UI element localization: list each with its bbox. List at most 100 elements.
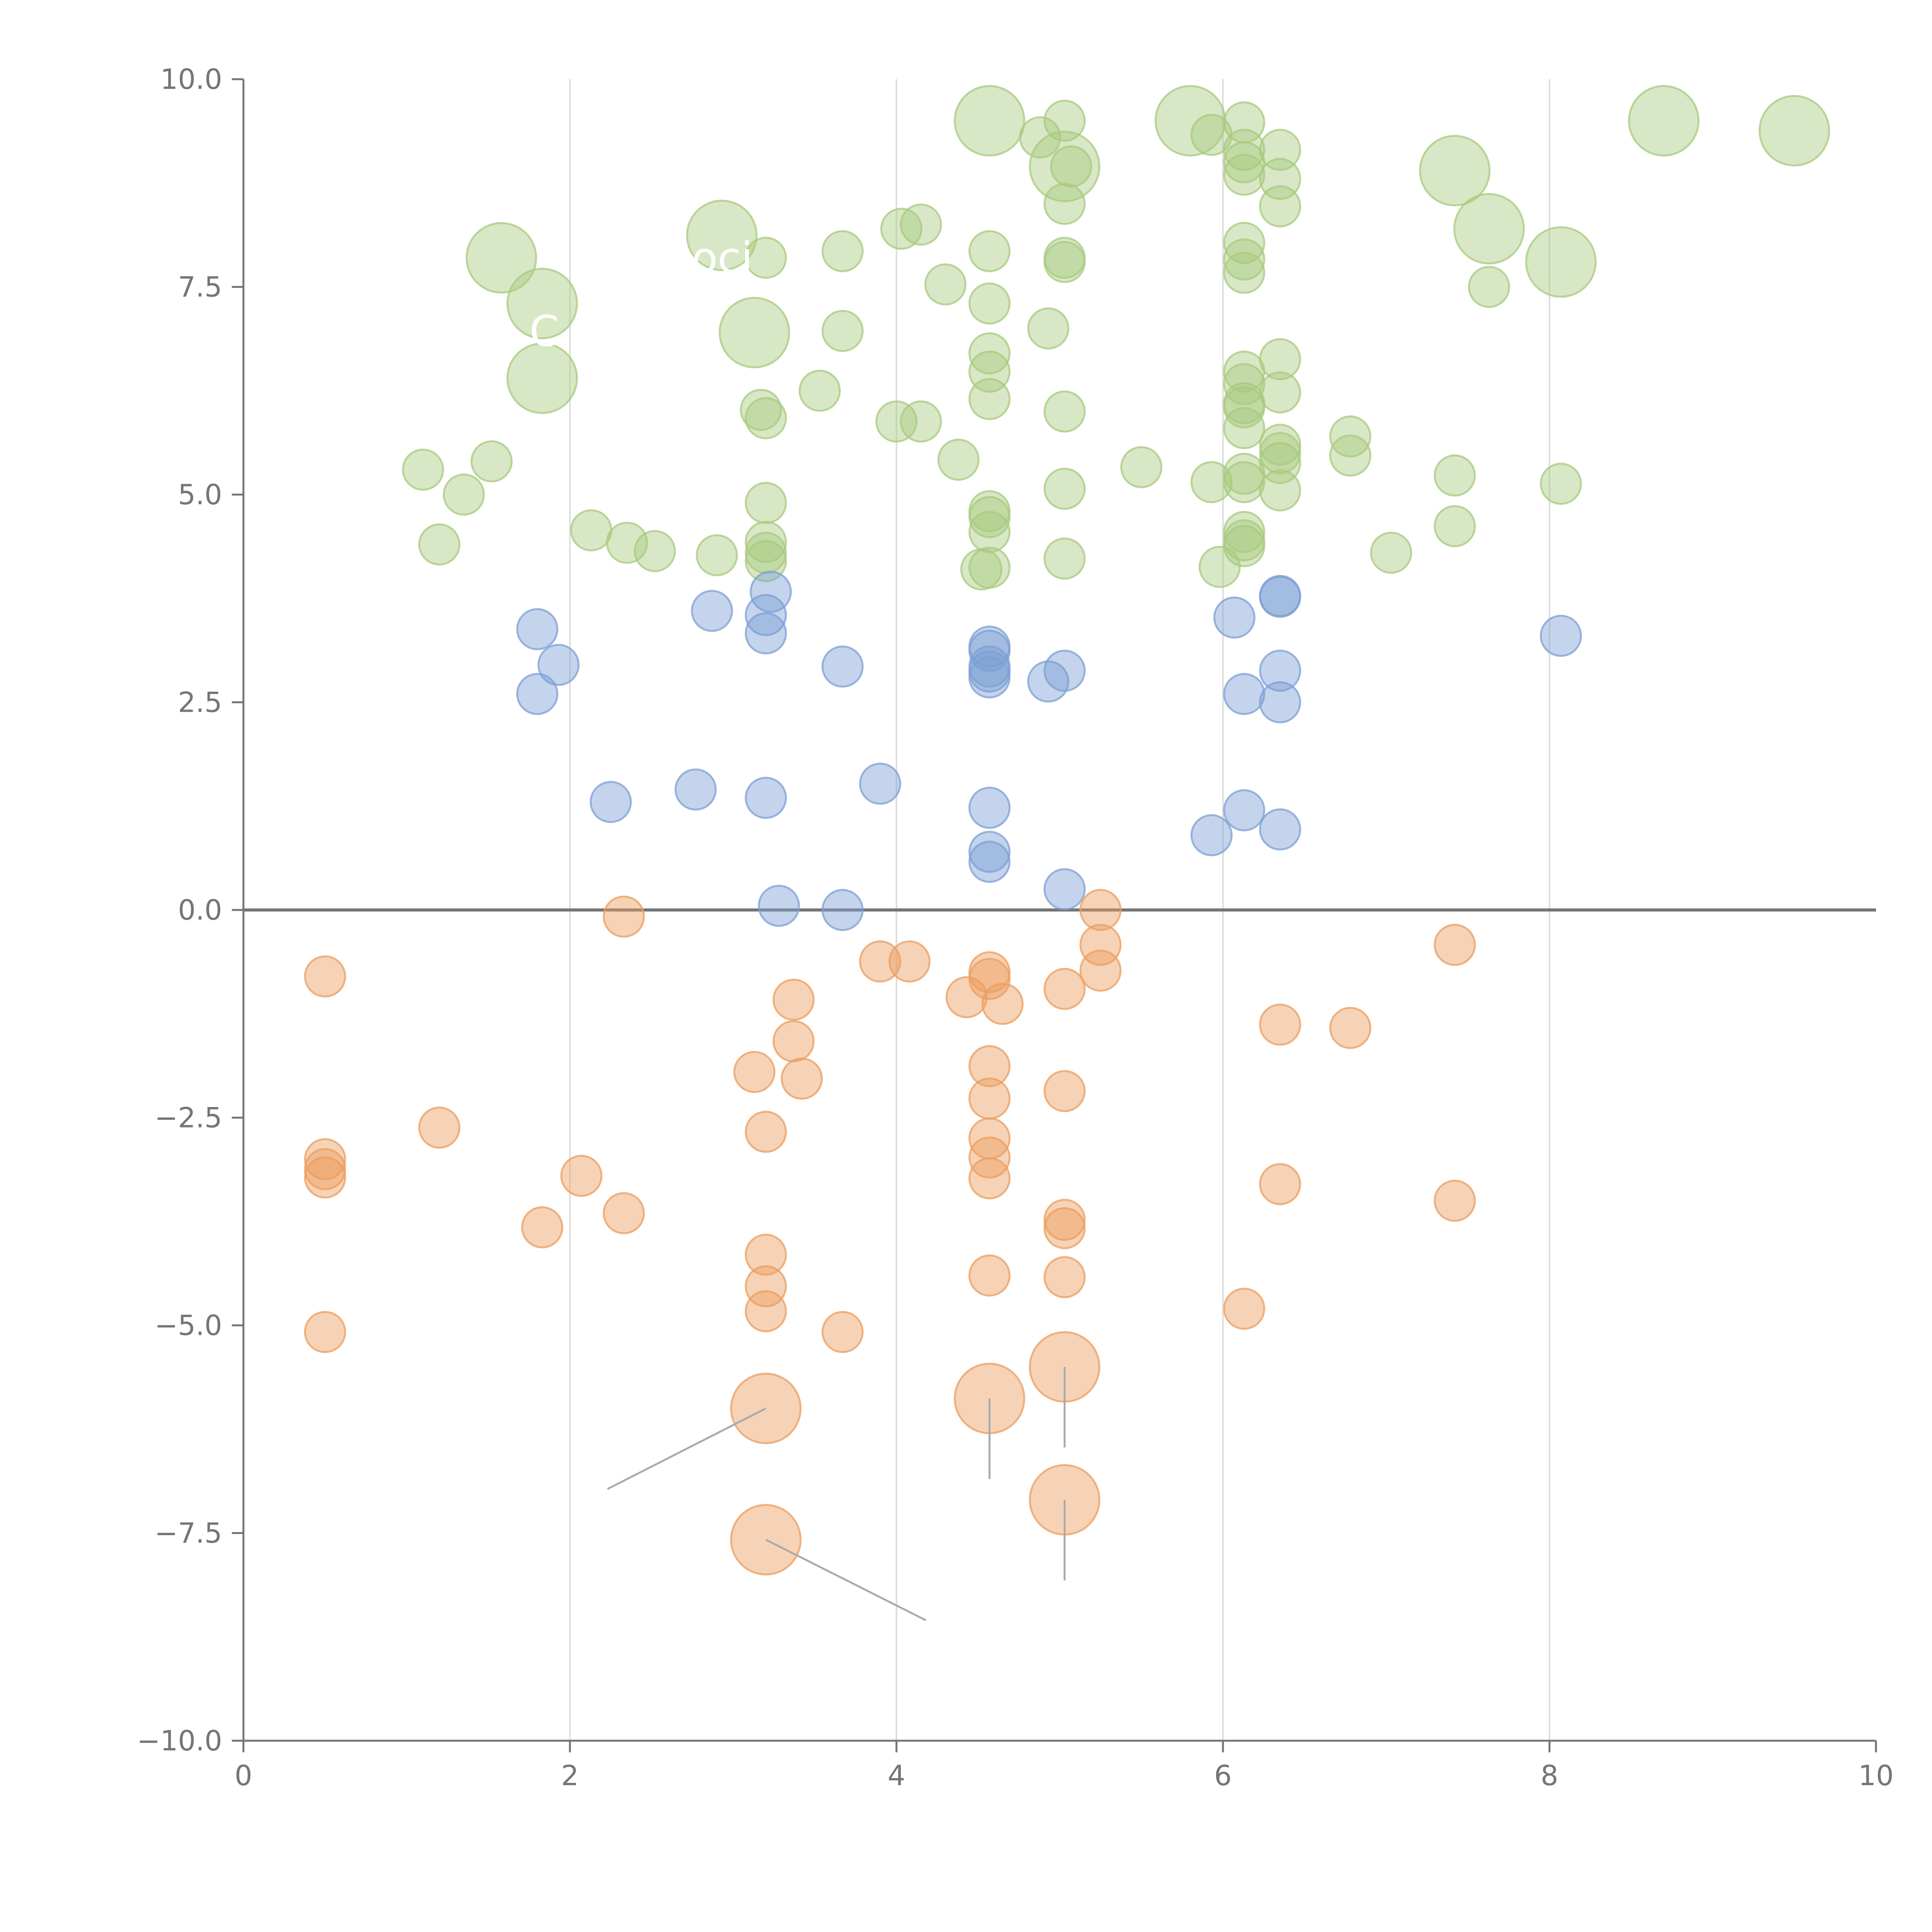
x-tick-label: 8 bbox=[1541, 1759, 1558, 1792]
orange-bubble bbox=[1043, 1207, 1086, 1249]
green-bubble bbox=[1223, 407, 1265, 449]
orange-bubble bbox=[560, 1155, 603, 1197]
orange-bubble bbox=[1434, 1180, 1476, 1222]
y-tick-label: 5.0 bbox=[178, 478, 222, 511]
green-bubble bbox=[718, 297, 790, 369]
orange-bubble bbox=[521, 1206, 563, 1248]
green-bubble bbox=[418, 523, 461, 566]
green-bubble bbox=[745, 521, 787, 563]
y-tick-label: −7.5 bbox=[155, 1517, 222, 1549]
green-bubble bbox=[1223, 525, 1265, 567]
x-tick-label: 6 bbox=[1214, 1759, 1232, 1792]
bubble-label-apostrophe: ’ bbox=[1043, 1425, 1057, 1475]
green-bubble bbox=[506, 342, 578, 414]
green-bubble bbox=[1223, 238, 1265, 281]
blue-bubble bbox=[516, 608, 558, 650]
green-bubble bbox=[745, 482, 787, 524]
green-bubble bbox=[1223, 222, 1265, 264]
green-bubble bbox=[968, 546, 1011, 589]
x-tick-label: 0 bbox=[235, 1759, 252, 1792]
orange-bubble bbox=[1223, 1287, 1265, 1330]
green-bubble bbox=[634, 530, 676, 572]
blue-bubble bbox=[1190, 814, 1233, 856]
orange-bubble bbox=[968, 1045, 1011, 1087]
orange-bubble bbox=[602, 895, 645, 938]
leader-lines bbox=[607, 1367, 1066, 1621]
green-bubble bbox=[1259, 432, 1301, 474]
bubble-labels: ex oci C ’ bbox=[529, 109, 1057, 1475]
green-bubble bbox=[968, 496, 1011, 538]
y-tick-label: 2.5 bbox=[178, 686, 222, 719]
blue-bubble bbox=[968, 656, 1011, 699]
green-bubble bbox=[875, 400, 918, 443]
green-bubble bbox=[1259, 371, 1301, 414]
green-bubble bbox=[900, 400, 942, 443]
blue-bubble bbox=[821, 889, 864, 931]
orange-bubble bbox=[1434, 923, 1476, 966]
y-tick-label: −2.5 bbox=[155, 1102, 222, 1134]
axes: 10.0 7.5 5.0 2.5 0.0 −2.5 −5.0 −7.5 −10.0 0 2 4 6 8 10 bbox=[137, 63, 1893, 1792]
blue-bubble bbox=[1223, 789, 1265, 832]
green-bubble bbox=[968, 511, 1011, 553]
green-bubble bbox=[1120, 446, 1163, 488]
y-tick-label: −5.0 bbox=[155, 1309, 222, 1342]
green-bubble bbox=[1223, 153, 1265, 196]
orange-bubble bbox=[745, 1111, 787, 1153]
green-bubble bbox=[442, 473, 485, 516]
green-bubble bbox=[1259, 129, 1301, 171]
blue-bubble bbox=[821, 645, 864, 688]
orange-bubble bbox=[1329, 1007, 1372, 1049]
green-bubble bbox=[696, 534, 738, 577]
green-bubble bbox=[968, 378, 1011, 420]
orange-bubble bbox=[1079, 949, 1122, 992]
green-bubble bbox=[1329, 415, 1372, 457]
green-bubble bbox=[1434, 505, 1476, 548]
green-bubble bbox=[968, 230, 1011, 272]
green-bubble bbox=[1453, 193, 1525, 265]
green-bubble bbox=[1525, 226, 1597, 298]
green-bubble bbox=[937, 439, 980, 481]
green-bubble bbox=[740, 389, 782, 431]
bubble-label-ex: ex bbox=[896, 109, 947, 159]
orange-bubble bbox=[968, 1077, 1011, 1120]
green-bubble bbox=[1223, 363, 1265, 405]
green-bubble bbox=[1434, 454, 1476, 497]
bubble-label-oci: oci bbox=[692, 233, 753, 282]
orange-bubble bbox=[733, 1051, 776, 1093]
green-bubble bbox=[821, 230, 864, 272]
green-bubble bbox=[1419, 135, 1491, 206]
x-tick-label: 10 bbox=[1858, 1759, 1894, 1792]
green-bubble bbox=[1468, 266, 1510, 308]
green-bubble bbox=[1628, 85, 1700, 156]
bubble-label-c: C bbox=[529, 306, 559, 356]
blue-bubble bbox=[968, 840, 1011, 883]
orange-bubble bbox=[304, 1311, 346, 1353]
orange-bubble bbox=[1043, 1256, 1086, 1298]
blue-bubble bbox=[745, 777, 787, 819]
blue-bubble bbox=[758, 884, 800, 927]
x-tick-label: 4 bbox=[888, 1759, 905, 1792]
orange-bubble bbox=[745, 1290, 787, 1332]
blue-bubble bbox=[750, 571, 792, 613]
green-bubble bbox=[968, 332, 1011, 374]
y-tick-label: −10.0 bbox=[137, 1725, 222, 1757]
green-bubble bbox=[466, 222, 537, 294]
green-bubble bbox=[924, 263, 967, 306]
orange-bubble bbox=[968, 957, 1011, 1000]
y-tick-label: 10.0 bbox=[160, 63, 222, 95]
green-bubble bbox=[1019, 116, 1061, 158]
green-bubble bbox=[1329, 434, 1372, 477]
orange-bubble bbox=[888, 940, 931, 983]
orange-bubble bbox=[968, 1254, 1011, 1297]
orange-bubble bbox=[1079, 923, 1122, 966]
green-bubble bbox=[968, 282, 1011, 325]
blue-bubble bbox=[1213, 596, 1256, 639]
blue-bubble bbox=[691, 590, 733, 632]
green-bubble bbox=[1050, 145, 1092, 188]
green-bubble bbox=[745, 540, 787, 582]
green-bubble bbox=[1190, 461, 1233, 503]
blue-bubble bbox=[674, 768, 717, 811]
orange-bubble bbox=[772, 1020, 815, 1063]
green-bubble bbox=[1199, 546, 1241, 588]
